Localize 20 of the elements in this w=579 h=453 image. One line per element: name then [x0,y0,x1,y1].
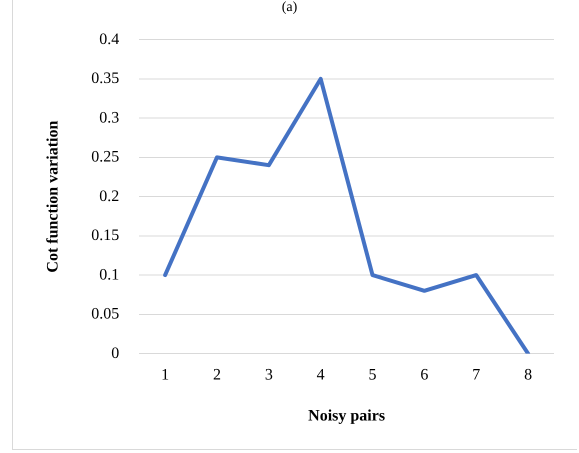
y-tick-label: 0.4 [99,30,120,48]
x-tick-label: 4 [316,366,325,384]
x-tick-label: 8 [524,366,532,384]
y-tick-label: 0.25 [91,148,120,166]
y-tick-label: 0.05 [91,306,120,323]
y-tick-label: 0.1 [99,266,120,284]
y-tick-label: 0.3 [99,109,120,126]
y-tick-label: 0.35 [91,70,120,88]
x-tick-label: 3 [264,366,273,384]
y-tick-label: 0.2 [99,188,120,205]
x-tick-label: 2 [212,366,221,384]
x-tick-label: 1 [161,366,170,384]
x-tick-label: 5 [368,366,377,384]
chart-title: (a) [280,0,298,16]
x-axis-title: Noisy pairs [308,408,386,425]
x-tick-label: 6 [420,366,428,384]
x-tick-label: 7 [472,366,480,384]
y-tick-label: 0 [111,344,120,362]
y-axis-title: Cot function variation [44,120,62,273]
y-tick-label: 0.15 [91,227,120,244]
